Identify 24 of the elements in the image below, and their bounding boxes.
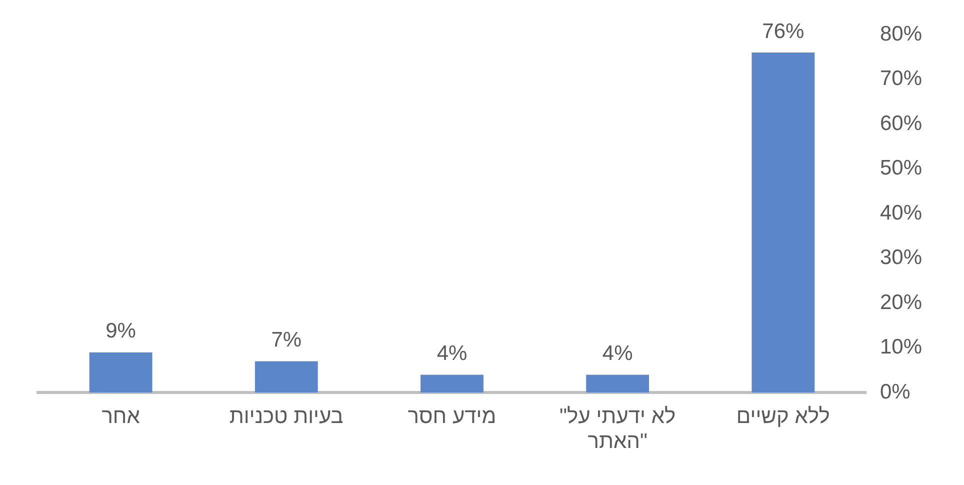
y-tick-label: 20%	[880, 290, 922, 314]
y-tick-label: 70%	[880, 67, 922, 90]
bar	[89, 352, 152, 393]
bar	[586, 374, 650, 393]
data-label: 7%	[271, 328, 302, 352]
x-tick-label: מידע חסר	[408, 404, 496, 428]
y-tick-label: 80%	[880, 22, 922, 46]
y-tick-label: 0%	[880, 380, 910, 404]
data-label: 76%	[762, 20, 804, 43]
data-label: 9%	[106, 320, 136, 343]
y-tick-label: 10%	[880, 336, 922, 359]
y-tick-label: 50%	[880, 156, 922, 180]
y-tick-label: 30%	[880, 246, 922, 270]
y-tick-label: 60%	[880, 112, 922, 135]
x-tick-label: אחר	[102, 404, 140, 428]
x-tick-label: "לא ידעתי על האתר"	[560, 404, 676, 454]
data-label: 4%	[602, 342, 633, 365]
bar	[254, 361, 318, 393]
x-tick-label: ללא קשיים	[736, 404, 830, 428]
x-tick-label: בעיות טכניות	[229, 404, 344, 428]
bar	[420, 374, 484, 393]
bar	[752, 52, 815, 393]
data-label: 4%	[436, 342, 468, 365]
y-tick-label: 40%	[880, 201, 922, 224]
